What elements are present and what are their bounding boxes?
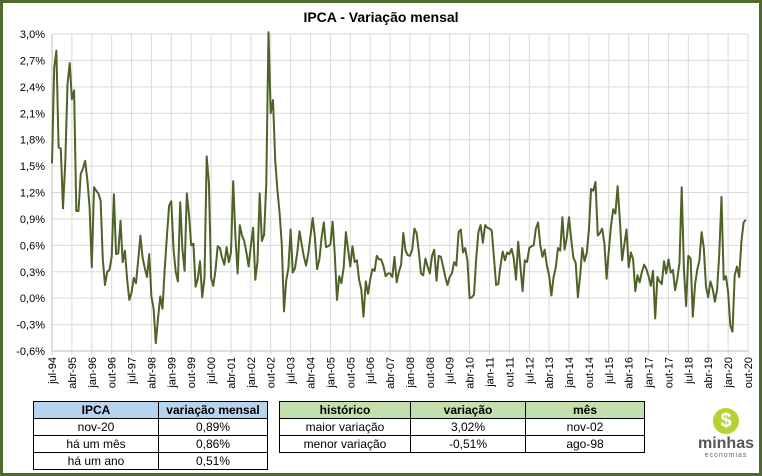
y-tick-label: -0,3% bbox=[16, 320, 45, 332]
cell: há um ano bbox=[33, 452, 159, 470]
x-tick-label: out-99 bbox=[186, 357, 198, 388]
history-table: histórico variação mês maior variação 3,0… bbox=[279, 401, 645, 453]
x-tick-label: jul-06 bbox=[365, 357, 377, 385]
cell: há um mês bbox=[33, 435, 159, 453]
current-variation-table: IPCA variação mensal nov-20 0,89% há um m… bbox=[33, 401, 268, 470]
x-tick-label: out-02 bbox=[266, 357, 278, 388]
cell: -0,51% bbox=[410, 435, 526, 453]
header-variacao: variação bbox=[410, 401, 526, 419]
cell: 0,86% bbox=[158, 435, 268, 453]
x-tick-label: jul-03 bbox=[286, 357, 298, 385]
x-tick-label: jul-18 bbox=[683, 357, 695, 385]
x-tick-label: jan-20 bbox=[723, 357, 735, 389]
x-tick-label: jan-99 bbox=[166, 357, 178, 389]
y-tick-label: 2,4% bbox=[20, 82, 45, 94]
x-tick-label: abr-19 bbox=[703, 357, 715, 389]
header-variacao-mensal: variação mensal bbox=[158, 401, 268, 419]
ipca-series-line bbox=[51, 31, 747, 345]
y-tick-label: 2,7% bbox=[20, 55, 45, 67]
x-tick-label: jan-08 bbox=[405, 357, 417, 389]
x-tick-label: out-17 bbox=[663, 357, 675, 388]
x-tick-label: out-08 bbox=[425, 357, 437, 388]
cell: maior variação bbox=[279, 418, 411, 436]
x-tick-label: out-96 bbox=[107, 357, 119, 388]
x-tick-label: abr-95 bbox=[67, 357, 79, 389]
table-row: há um ano 0,51% bbox=[33, 452, 268, 470]
x-tick-label: jan-17 bbox=[644, 357, 656, 389]
cell: menor variação bbox=[279, 435, 411, 453]
cell: 3,02% bbox=[410, 418, 526, 436]
x-tick-label: jul-12 bbox=[524, 357, 536, 385]
y-tick-label: 1,8% bbox=[20, 135, 45, 147]
logo-subtitle: economias bbox=[704, 452, 748, 459]
table-row: há um mês 0,86% bbox=[33, 435, 268, 453]
cell: nov-02 bbox=[525, 418, 645, 436]
chart-title: IPCA - Variação mensal bbox=[303, 9, 459, 25]
x-tick-label: abr-07 bbox=[385, 357, 397, 389]
x-tick-label: jan-05 bbox=[325, 357, 337, 389]
y-tick-label: 1,2% bbox=[20, 188, 45, 200]
y-tick-label: 0,6% bbox=[20, 240, 45, 252]
table-row: menor variação -0,51% ago-98 bbox=[279, 435, 645, 453]
x-tick-label: jan-96 bbox=[87, 357, 99, 389]
header-ipca: IPCA bbox=[33, 401, 159, 419]
y-tick-label: 0,0% bbox=[20, 293, 45, 305]
x-tick-label: abr-98 bbox=[146, 357, 158, 389]
table-header-row: histórico variação mês bbox=[279, 401, 645, 419]
cell: nov-20 bbox=[33, 418, 159, 436]
cell: 0,51% bbox=[158, 452, 268, 470]
x-tick-label: out-11 bbox=[504, 357, 516, 387]
cell: ago-98 bbox=[525, 435, 645, 453]
x-tick-label: jul-94 bbox=[47, 357, 59, 385]
x-tick-label: jan-02 bbox=[246, 357, 258, 389]
x-tick-label: jan-14 bbox=[564, 357, 576, 389]
minhas-economias-logo: $ minhas economias bbox=[696, 408, 756, 468]
y-tick-label: 0,3% bbox=[20, 267, 45, 279]
line-chart: 3,0% 2,7% 2,4% 2,1% 1,8% 1,5% 1,2% 0,9% 0,6% 0,3%… bbox=[16, 29, 755, 389]
x-tick-label: jul-15 bbox=[604, 357, 616, 385]
x-tick-label: jul-09 bbox=[445, 357, 457, 385]
y-tick-label: 2,1% bbox=[20, 108, 45, 120]
x-tick-label: abr-13 bbox=[544, 357, 556, 389]
dollar-coin-icon: $ bbox=[713, 408, 739, 434]
cell: 0,89% bbox=[158, 418, 268, 436]
table-row: maior variação 3,02% nov-02 bbox=[279, 418, 645, 436]
x-tick-label: out-14 bbox=[584, 357, 596, 388]
x-tick-label: jan-11 bbox=[484, 357, 496, 388]
header-historico: histórico bbox=[279, 401, 411, 419]
y-tick-label: 1,5% bbox=[20, 161, 45, 173]
y-tick-label: -0,6% bbox=[16, 346, 45, 358]
x-tick-label: jul-00 bbox=[206, 357, 218, 385]
x-tick-label: out-20 bbox=[743, 357, 755, 388]
y-tick-label: 0,9% bbox=[20, 214, 45, 226]
x-tick-label: abr-10 bbox=[465, 357, 477, 389]
y-tick-label: 3,0% bbox=[20, 29, 45, 41]
x-tick-label: abr-04 bbox=[306, 357, 318, 389]
logo-name: minhas bbox=[697, 435, 754, 452]
table-header-row: IPCA variação mensal bbox=[33, 401, 268, 419]
table-row: nov-20 0,89% bbox=[33, 418, 268, 436]
header-mes: mês bbox=[525, 401, 645, 419]
x-tick-label: abr-01 bbox=[226, 357, 238, 389]
x-tick-label: out-05 bbox=[345, 357, 357, 388]
x-tick-label: jul-97 bbox=[127, 357, 139, 385]
x-tick-label: abr-16 bbox=[624, 357, 636, 389]
